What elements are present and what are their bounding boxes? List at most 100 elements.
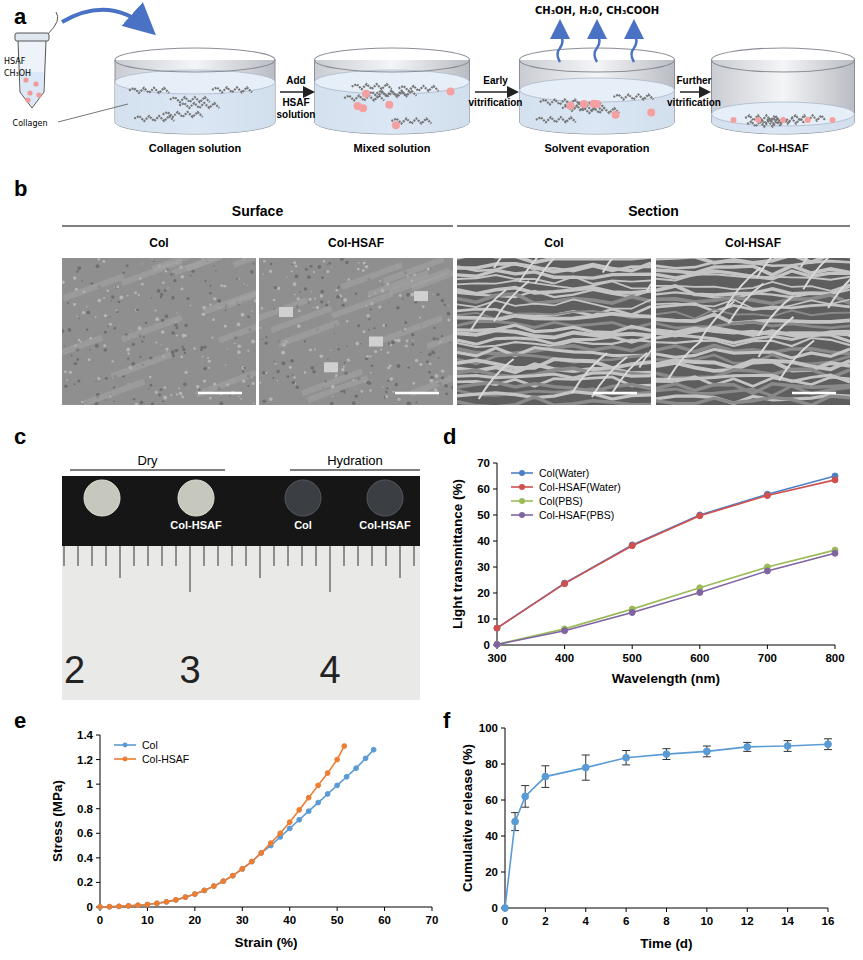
- sem-grain: [399, 294, 402, 297]
- sem-grain: [252, 382, 255, 385]
- sem-background: [259, 258, 453, 405]
- hsaf-particle: [580, 100, 588, 108]
- series-line: [497, 553, 835, 644]
- ruler-tick: [414, 546, 415, 566]
- group-rule: [290, 470, 420, 471]
- sem-grain: [203, 368, 205, 370]
- error-cap: [743, 742, 751, 743]
- y-tick-label: 1.2: [77, 754, 93, 766]
- sem-grain: [347, 359, 350, 362]
- data-point: [629, 542, 635, 548]
- sem-grain: [343, 298, 347, 302]
- ruler-tick: [232, 546, 233, 566]
- data-point: [98, 905, 103, 910]
- data-point: [542, 773, 549, 780]
- x-tick-label: 14: [781, 915, 794, 927]
- sem-grain: [208, 367, 210, 369]
- ruler-tick: [176, 546, 177, 566]
- ruler-number: 3: [179, 649, 200, 691]
- sem-grain: [326, 270, 329, 273]
- sem-grain: [340, 258, 344, 261]
- particle: [25, 97, 30, 102]
- sem-grain: [385, 391, 387, 393]
- sem-grain: [243, 367, 245, 369]
- sem-grain: [347, 278, 350, 281]
- sem-grain: [282, 361, 286, 365]
- sem-grain: [210, 285, 212, 287]
- transition-label: Further: [677, 75, 712, 86]
- x-axis: [100, 907, 432, 908]
- sem-grain: [370, 372, 372, 374]
- sem-grain: [122, 272, 124, 274]
- data-point: [145, 902, 150, 907]
- ruler-tick: [372, 546, 373, 566]
- data-point: [512, 818, 519, 825]
- sem-grain: [141, 283, 144, 286]
- sem-particle: [279, 307, 293, 317]
- sem-grain: [392, 391, 394, 393]
- sem-grain: [415, 359, 419, 363]
- sem-grain: [140, 401, 144, 405]
- y-tick: [96, 882, 100, 883]
- sem-grain: [157, 289, 161, 293]
- y-axis: [100, 735, 101, 907]
- hsaf-particle: [830, 117, 836, 123]
- sem-grain: [323, 260, 326, 263]
- sem-fibre: [62, 338, 102, 360]
- ruler-tick: [134, 546, 135, 566]
- y-tick-label: 70: [477, 457, 490, 469]
- collagen-fibre: [352, 84, 392, 89]
- sem-grain: [388, 301, 389, 302]
- y-tick-label: 0.8: [77, 803, 94, 815]
- y-tick: [493, 567, 497, 568]
- sem-fibre: [535, 258, 570, 284]
- sem-grain: [274, 286, 277, 289]
- sem-grain: [293, 261, 296, 264]
- sem-grain: [420, 351, 421, 352]
- sem-grain: [181, 396, 184, 399]
- sem-grain: [342, 304, 345, 307]
- data-point: [325, 792, 330, 797]
- sem-grain: [203, 379, 206, 382]
- sem-grain: [162, 400, 164, 402]
- error-cap: [622, 750, 630, 751]
- evaporation-arrow: [595, 24, 600, 62]
- sem-grain: [382, 324, 385, 327]
- ruler-tick: [330, 546, 331, 592]
- sem-grain: [293, 376, 295, 378]
- sem-grain: [290, 359, 294, 363]
- sem-fibre: [259, 300, 307, 322]
- sem-fibre: [849, 297, 850, 337]
- x-axis-title: Strain (%): [234, 935, 297, 950]
- sem-grain: [380, 349, 382, 351]
- data-point: [297, 817, 302, 822]
- sem-grain: [313, 271, 315, 273]
- sem-grain: [237, 344, 241, 348]
- sem-grain: [371, 365, 374, 368]
- sem-grain: [304, 287, 307, 290]
- sem-grain: [151, 297, 153, 299]
- sem-grain: [87, 311, 91, 315]
- legend-marker: [519, 512, 525, 518]
- sem-grain: [387, 380, 389, 382]
- sem-grain: [175, 349, 178, 352]
- data-point: [287, 820, 292, 825]
- x-tick: [432, 907, 433, 911]
- sem-grain: [391, 340, 395, 344]
- sem-grain: [118, 301, 121, 304]
- sem-grain: [190, 305, 192, 307]
- sem-fibre: [122, 318, 182, 340]
- sem-grain: [296, 385, 300, 389]
- data-point: [502, 905, 509, 912]
- y-axis-title: Light transmittance (%): [450, 479, 465, 629]
- y-tick: [96, 735, 100, 736]
- sem-image: [62, 258, 256, 405]
- image-title: Col: [544, 236, 563, 250]
- data-point: [582, 764, 589, 771]
- sem-grain: [262, 339, 263, 340]
- tube-cap: [15, 33, 49, 41]
- collagen-fibre: [747, 122, 781, 127]
- sem-grain: [309, 349, 312, 352]
- ruler-tick: [400, 546, 401, 578]
- sem-grain: [153, 261, 155, 263]
